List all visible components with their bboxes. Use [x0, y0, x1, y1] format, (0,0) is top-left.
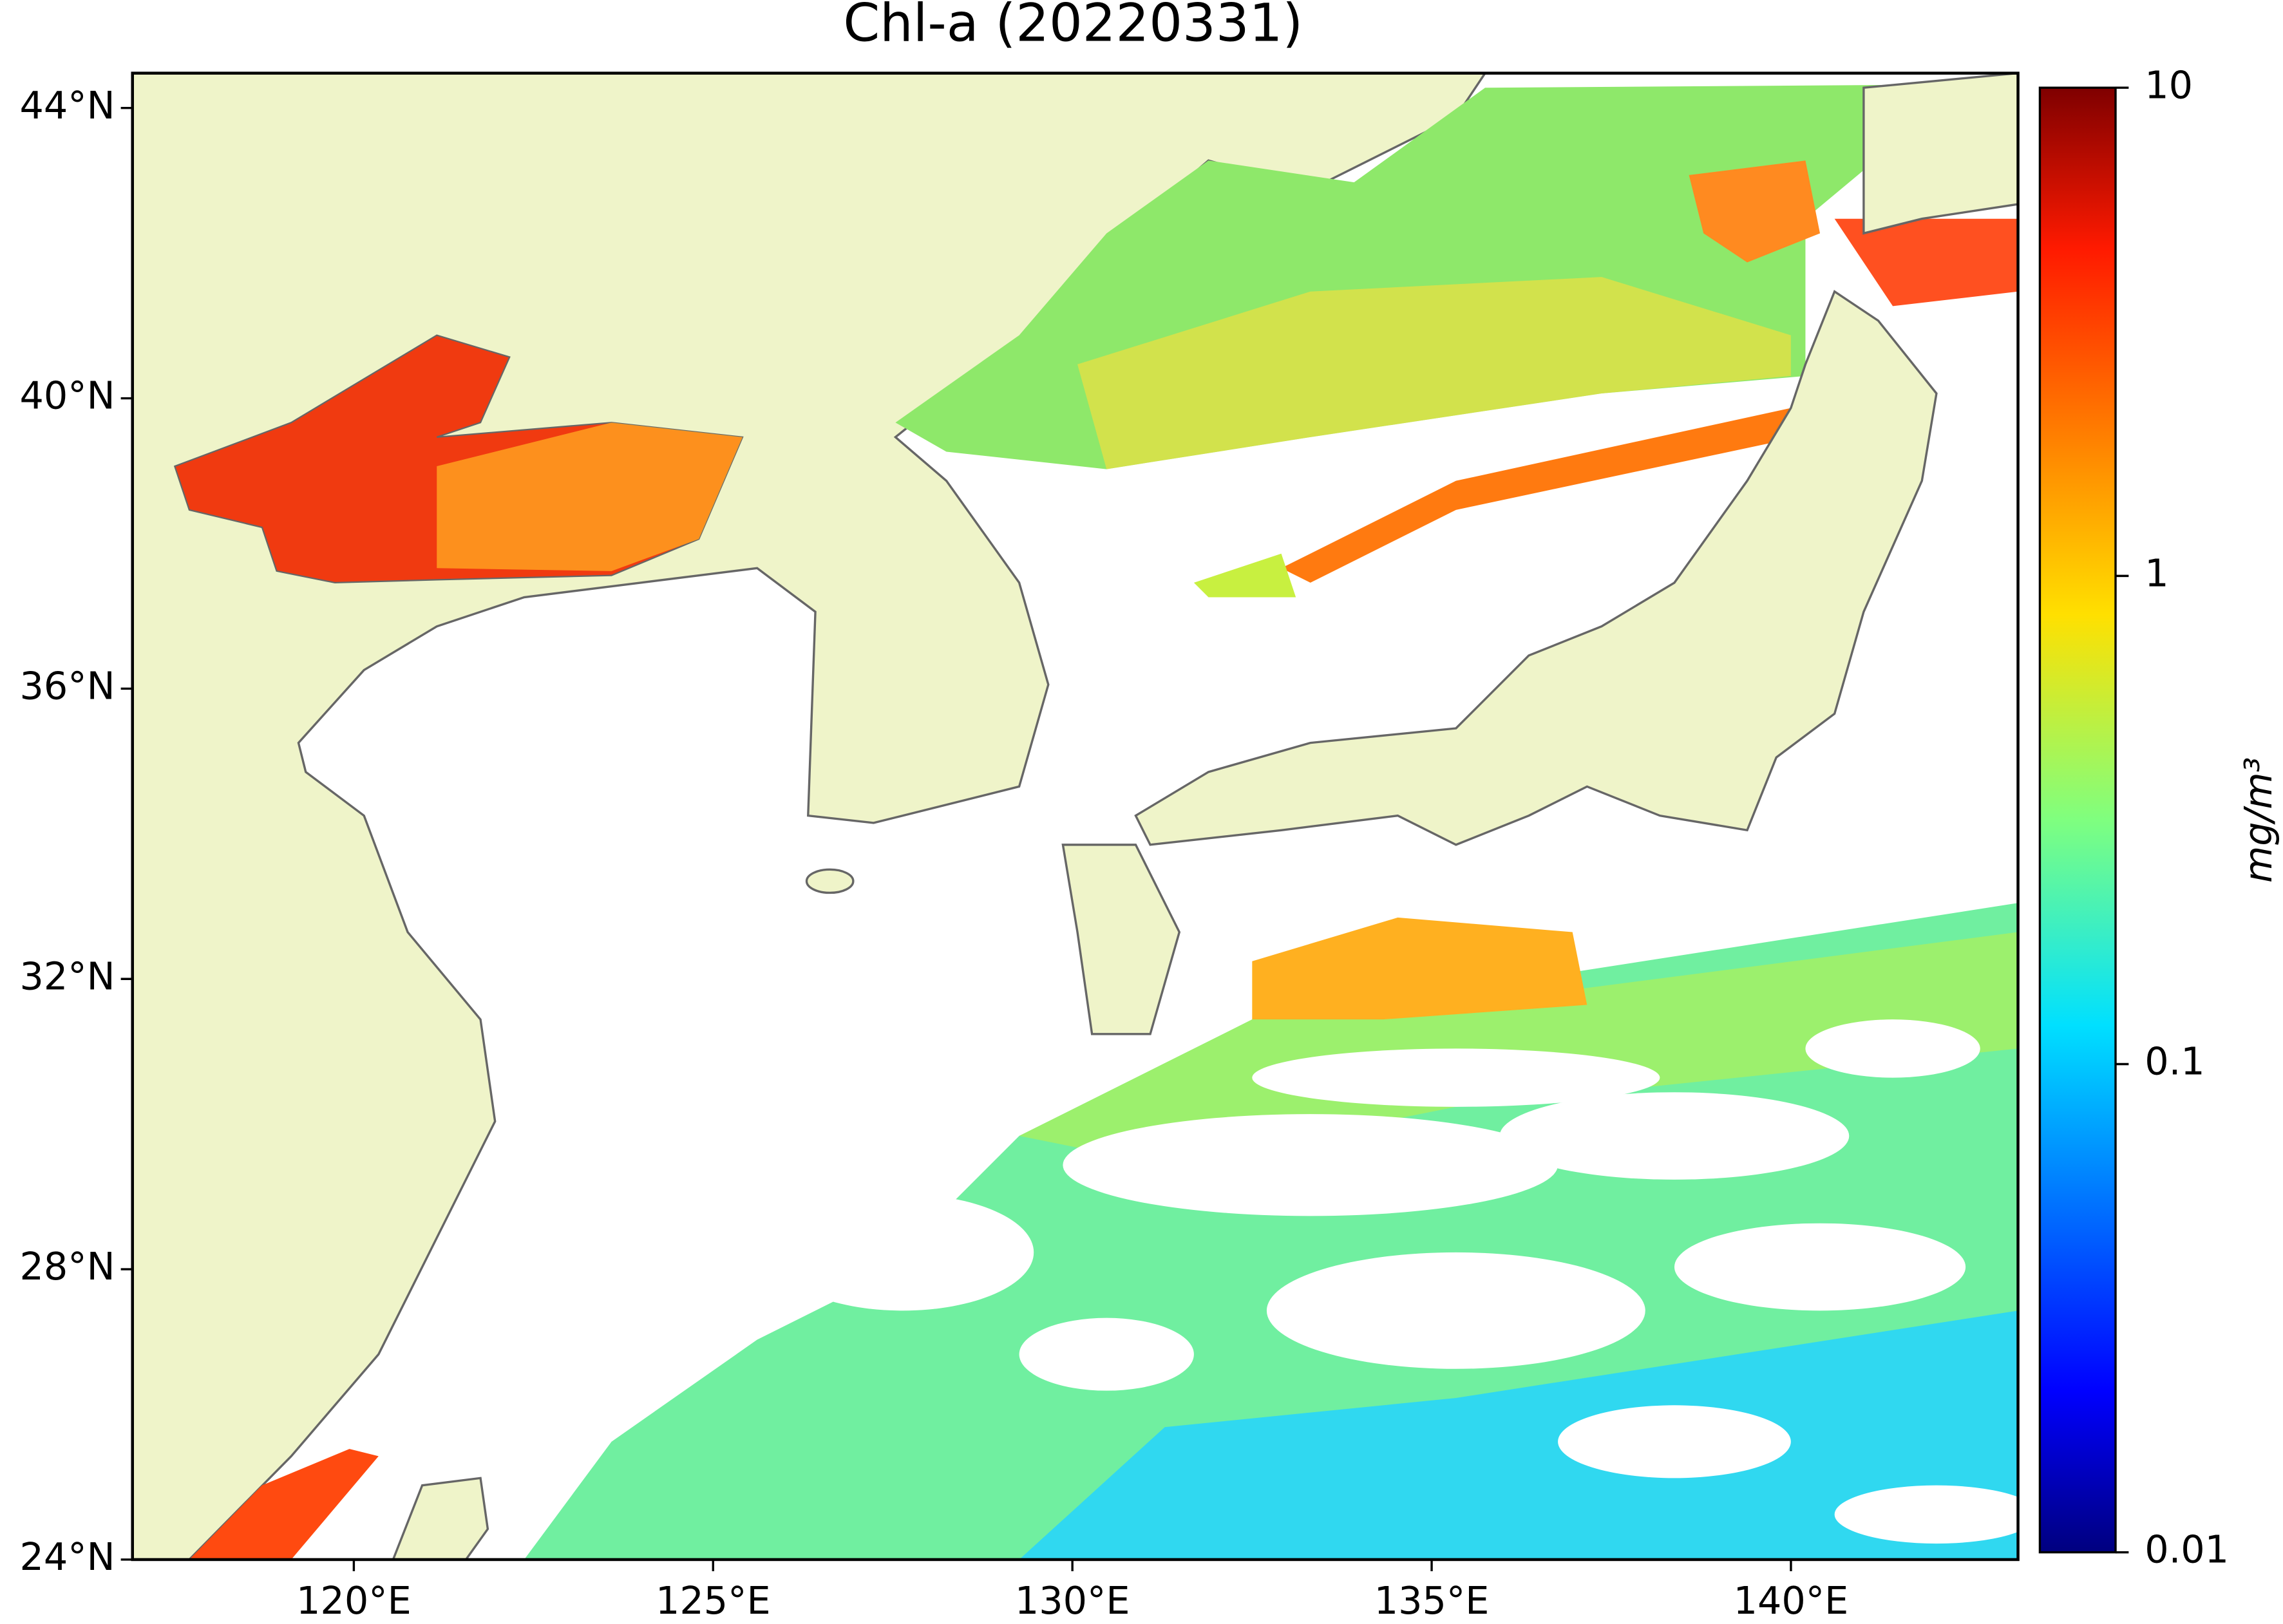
y-tick-label: 32°N: [19, 954, 115, 998]
chl-patch: [1689, 160, 1821, 263]
y-tick-label: 40°N: [19, 373, 115, 418]
colorbar-tick-label: 0.01: [2145, 1527, 2229, 1572]
x-tick-label: 125°E: [656, 1578, 771, 1623]
cloud: [772, 1019, 2018, 1544]
land: [392, 73, 2018, 1560]
colorbar-tick-label: 10: [2145, 62, 2193, 107]
y-tick-label: 36°N: [19, 664, 115, 708]
chl-patch: [1252, 917, 1587, 1020]
chl-patch: [1019, 932, 2018, 1166]
chl-patch: [1281, 408, 1799, 583]
title: Chl-a (20220331): [843, 0, 1303, 54]
colorbar-tick-label: 0.1: [2145, 1039, 2204, 1084]
colorbar-label: mg/m³: [2236, 757, 2280, 883]
chl-patch: [437, 422, 743, 571]
x-tick-label: 135°E: [1374, 1578, 1490, 1623]
chl-patch: [1077, 277, 1791, 469]
x-tick-label: 120°E: [296, 1578, 412, 1623]
chl-patch: [1193, 553, 1296, 598]
y-tick-label: 24°N: [19, 1534, 115, 1579]
colorbar: [2038, 86, 2117, 1554]
map-area: [132, 73, 2018, 1560]
chl-patch: [189, 1449, 379, 1560]
y-tick-label: 28°N: [19, 1244, 115, 1289]
x-tick-label: 140°E: [1734, 1578, 1849, 1623]
colorbar-tick-label: 1: [2145, 551, 2168, 595]
y-tick-label: 44°N: [19, 83, 115, 127]
map-frame: [131, 71, 2020, 1562]
chl-patch: [1834, 218, 2018, 307]
chl-patch: [1019, 1310, 2018, 1560]
x-tick-label: 130°E: [1015, 1578, 1130, 1623]
